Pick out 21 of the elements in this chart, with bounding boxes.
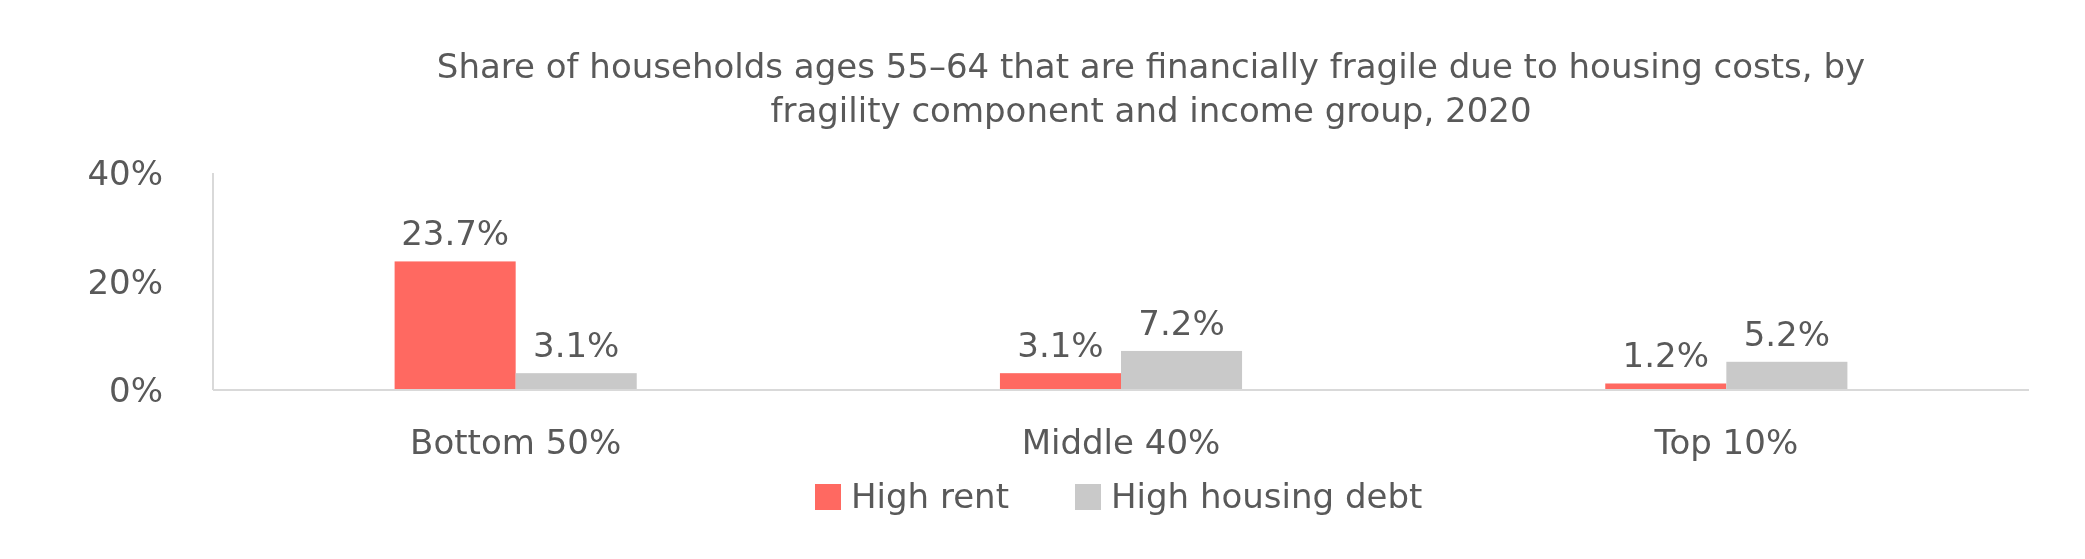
chart-title: Share of households ages 55–64 that are financially fragile due to housing costs, by fragility component and income group, 2020 bbox=[436, 46, 1866, 130]
legend-label: High rent bbox=[851, 476, 1009, 516]
y-tick-label: 20% bbox=[87, 261, 163, 302]
bar bbox=[515, 373, 637, 390]
y-tick-label: 40% bbox=[87, 153, 163, 193]
bar bbox=[999, 373, 1121, 390]
data-label: 3.1% bbox=[533, 325, 620, 366]
bar bbox=[1605, 383, 1727, 390]
bar bbox=[1121, 350, 1243, 390]
data-label: 3.1% bbox=[1017, 325, 1104, 366]
bar bbox=[1726, 361, 1848, 390]
y-tick-label: 0% bbox=[109, 370, 163, 410]
x-tick-label: Middle 40% bbox=[1021, 422, 1221, 462]
x-tick-label: Top 10% bbox=[1653, 422, 1799, 462]
data-label: 5.2% bbox=[1743, 313, 1831, 354]
x-tick-label: Bottom 50% bbox=[410, 422, 622, 462]
data-label: 7.2% bbox=[1138, 302, 1225, 343]
bar bbox=[394, 261, 516, 390]
data-label: 1.2% bbox=[1622, 335, 1709, 376]
legend-label: High housing debt bbox=[1111, 476, 1423, 516]
data-label: 23.7% bbox=[401, 213, 510, 254]
